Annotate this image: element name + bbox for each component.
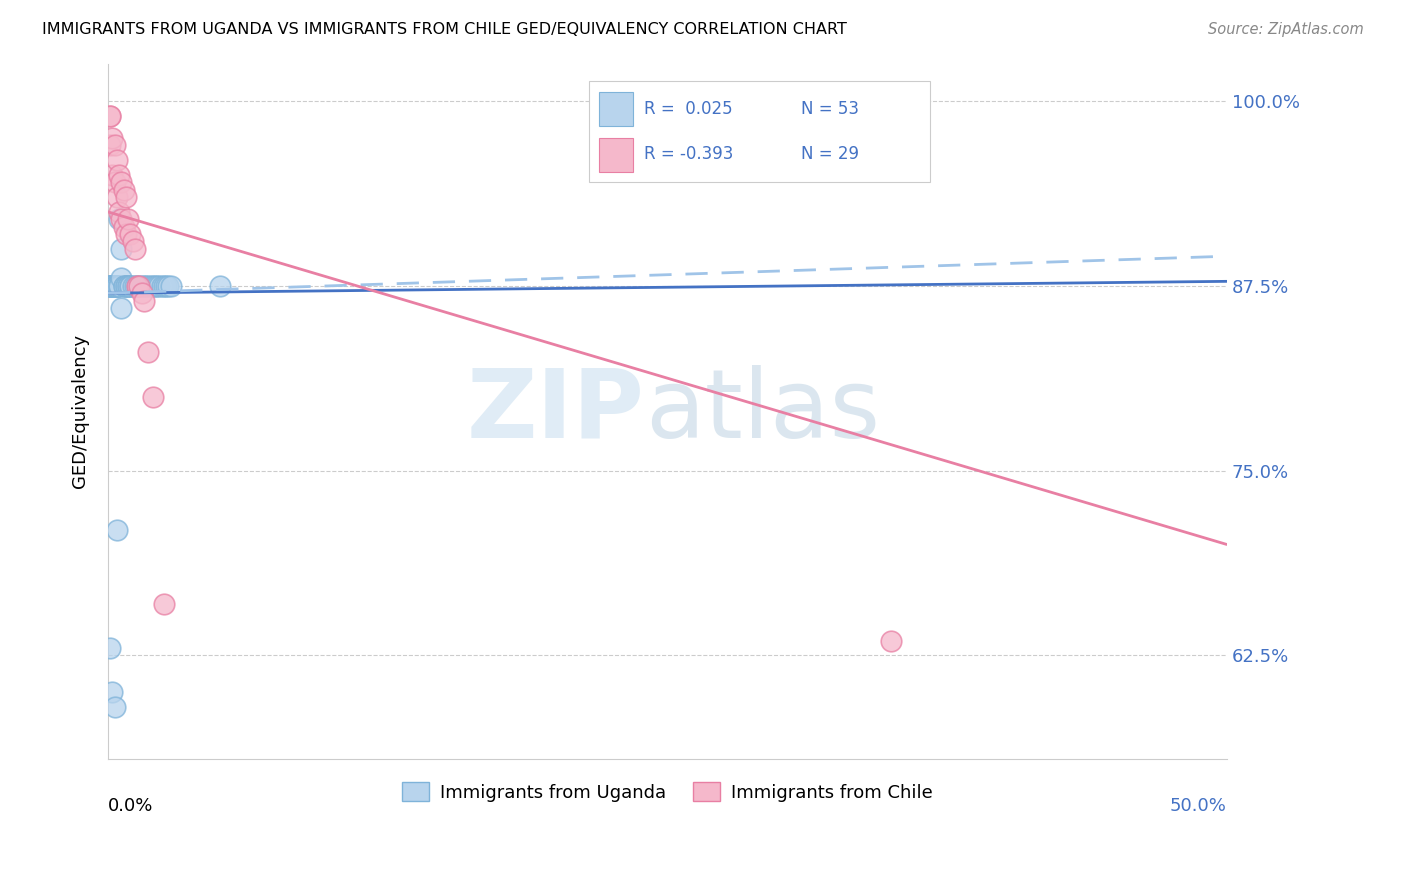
Point [108,168,131,182]
Point [128,278,150,293]
Legend: Immigrants from Uganda, Immigrants from Chile: Immigrants from Uganda, Immigrants from … [395,775,941,809]
Point [101,168,124,182]
Point [153,278,176,293]
Text: atlas: atlas [645,365,880,458]
Point [142,390,165,404]
Point [104,175,127,189]
Point [153,597,176,611]
Point [136,345,159,359]
Point [115,278,138,293]
Point [104,138,127,153]
Point [110,212,132,227]
Point [157,278,180,293]
Point [143,278,166,293]
Point [101,278,124,293]
Point [110,175,132,189]
Text: Source: ZipAtlas.com: Source: ZipAtlas.com [1208,22,1364,37]
Point [148,278,170,293]
Point [132,278,155,293]
Point [104,278,127,293]
Point [110,271,132,285]
Point [120,278,142,293]
Point [131,278,153,293]
Point [146,278,169,293]
Point [104,278,127,293]
Point [115,278,138,293]
Point [101,278,124,293]
Point [104,278,127,293]
Text: 0.0%: 0.0% [108,797,153,815]
Point [105,153,128,168]
Point [128,278,150,293]
Point [124,242,146,256]
Point [208,278,231,293]
Point [101,278,124,293]
Point [115,227,138,241]
Text: IMMIGRANTS FROM UGANDA VS IMMIGRANTS FROM CHILE GED/EQUIVALENCY CORRELATION CHAR: IMMIGRANTS FROM UGANDA VS IMMIGRANTS FRO… [42,22,846,37]
Point [125,278,148,293]
Point [139,278,162,293]
Point [98,278,121,293]
Text: 50.0%: 50.0% [1170,797,1227,815]
Point [120,227,142,241]
Point [105,278,128,293]
Point [98,278,121,293]
Point [105,523,128,537]
Point [117,212,139,227]
Point [110,301,132,315]
Point [112,219,135,234]
Point [132,293,155,308]
Point [112,278,135,293]
Point [105,278,128,293]
Point [104,700,127,714]
Point [131,286,153,301]
Point [880,633,903,648]
Point [120,278,142,293]
Text: ZIP: ZIP [467,365,645,458]
Point [108,278,131,293]
Point [125,278,148,293]
Point [101,278,124,293]
Point [104,278,127,293]
Point [101,278,124,293]
Point [121,278,143,293]
Point [117,278,139,293]
Point [121,235,143,249]
Point [98,278,121,293]
Y-axis label: GED/Equivalency: GED/Equivalency [72,334,89,489]
Point [150,278,173,293]
Point [101,131,124,145]
Point [142,278,165,293]
Point [98,278,121,293]
Point [98,138,121,153]
Point [108,212,131,227]
Point [101,685,124,699]
Point [135,278,157,293]
Point [112,183,135,197]
Point [136,278,159,293]
Point [124,278,146,293]
Point [98,640,121,655]
Point [105,278,128,293]
Point [108,205,131,219]
Point [98,109,121,123]
Point [115,190,138,204]
Point [159,278,181,293]
Point [110,242,132,256]
Point [105,190,128,204]
Point [112,278,135,293]
Point [117,278,139,293]
Point [98,109,121,123]
Point [108,278,131,293]
Point [155,278,177,293]
